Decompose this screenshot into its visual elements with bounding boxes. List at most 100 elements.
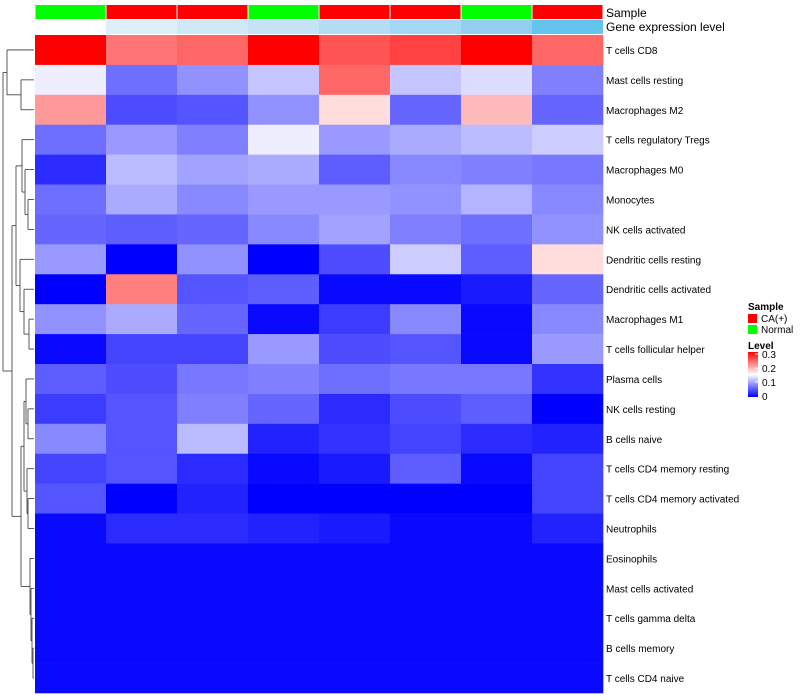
heatmap-cell: [106, 543, 178, 574]
heatmap-cell: [177, 364, 249, 395]
row-dendrogram: [2, 49, 34, 679]
heatmap-cell: [248, 483, 320, 514]
sample-cell-8: [532, 5, 603, 19]
gene-expression-cell-3: [177, 20, 248, 34]
row-label: T cells follicular helper: [606, 345, 705, 356]
heatmap-cell: [177, 334, 249, 365]
row-label: B cells naive: [606, 435, 663, 446]
heatmap-cell: [532, 244, 604, 275]
heatmap-cell: [461, 184, 533, 215]
heatmap-cells: [35, 35, 604, 694]
gene-expression-cell-2: [106, 20, 177, 34]
heatmap-cell: [106, 663, 178, 694]
heatmap-cell: [532, 214, 604, 245]
sample-cell-2: [106, 5, 177, 19]
heatmap-cell: [106, 274, 178, 305]
row-label: Eosinophils: [606, 554, 657, 565]
gene-annotation-title: Gene expression level: [606, 20, 725, 34]
heatmap-cell: [106, 364, 178, 395]
heatmap-cell: [390, 35, 462, 66]
sample-annotation-bar: [34, 5, 604, 19]
legend: Sample CA(+) Normal Level 0.3 0.2 0.1 0: [748, 302, 793, 403]
heatmap-cell: [461, 453, 533, 484]
heatmap-cell: [106, 244, 178, 275]
gene-expression-cell-7: [461, 20, 532, 34]
heatmap-cell: [390, 633, 462, 664]
heatmap-cell: [319, 35, 391, 66]
heatmap-cell: [390, 94, 462, 126]
heatmap-cell: [390, 184, 462, 215]
heatmap-cell: [177, 543, 249, 574]
heatmap-cell: [248, 453, 320, 484]
gene-expression-cell-6: [390, 20, 461, 34]
heatmap-cell: [248, 334, 320, 365]
heatmap-cell: [532, 633, 604, 664]
heatmap-cell: [177, 35, 249, 66]
heatmap-cell: [248, 633, 320, 664]
heatmap-cell: [106, 573, 178, 604]
heatmap-cell: [532, 513, 604, 544]
heatmap-cell: [177, 393, 249, 425]
row-label: Neutrophils: [606, 525, 657, 536]
heatmap-cell: [177, 513, 249, 544]
heatmap-cell: [177, 603, 249, 634]
heatmap-cell: [319, 124, 391, 155]
heatmap-cell: [390, 364, 462, 395]
heatmap-cell: [390, 663, 462, 694]
level-tick-label-0.2: 0.2: [762, 364, 776, 375]
heatmap-cell: [532, 453, 604, 484]
sample-cell-7: [461, 5, 532, 19]
heatmap-cell: [35, 663, 107, 694]
heatmap-cell: [35, 573, 107, 604]
row-label: T cells CD4 memory activated: [606, 495, 739, 506]
heatmap-cell: [177, 94, 249, 126]
heatmap-cell: [390, 543, 462, 574]
heatmap-cell: [390, 304, 462, 335]
heatmap-cell: [248, 543, 320, 574]
heatmap-cell: [248, 124, 320, 155]
heatmap-cell: [177, 663, 249, 694]
legend-swatch-ca: [748, 314, 757, 323]
row-label: B cells memory: [606, 644, 674, 655]
heatmap-cell: [106, 64, 178, 96]
heatmap-cell: [35, 603, 107, 634]
heatmap-cell: [248, 64, 320, 96]
heatmap-cell: [532, 274, 604, 305]
sample-cell-4: [248, 5, 319, 19]
heatmap-cell: [390, 64, 462, 96]
heatmap-cell: [177, 184, 249, 215]
heatmap-cell: [106, 94, 178, 126]
heatmap-cell: [319, 663, 391, 694]
heatmap-cell: [106, 124, 178, 155]
row-label: Plasma cells: [606, 375, 662, 386]
heatmap-cell: [35, 184, 107, 215]
gene-expression-cell-4: [248, 20, 319, 34]
heatmap-cell: [390, 244, 462, 275]
legend-sample-title: Sample: [748, 302, 784, 313]
heatmap-cell: [461, 663, 533, 694]
heatmap-cell: [390, 603, 462, 634]
row-label: Macrophages M1: [606, 315, 684, 326]
heatmap-cell: [319, 633, 391, 664]
heatmap-cell: [319, 244, 391, 275]
heatmap-cell: [319, 573, 391, 604]
heatmap-cell: [35, 304, 107, 335]
heatmap-cell: [532, 35, 604, 66]
heatmap-cell: [319, 543, 391, 574]
heatmap-cell: [319, 154, 391, 185]
heatmap-cell: [319, 393, 391, 425]
heatmap-cell: [532, 124, 604, 155]
row-label: Mast cells resting: [606, 76, 683, 87]
heatmap-cell: [248, 304, 320, 335]
heatmap-cell: [532, 663, 604, 694]
sample-annotation-title: Sample: [606, 6, 647, 20]
heatmap-cell: [35, 423, 107, 455]
sample-cell-3: [177, 5, 248, 19]
heatmap-cell: [461, 633, 533, 664]
heatmap-cell: [177, 573, 249, 604]
heatmap-cell: [461, 543, 533, 574]
heatmap-cell: [532, 334, 604, 365]
heatmap-cell: [461, 393, 533, 425]
row-label: Monocytes: [606, 196, 654, 207]
